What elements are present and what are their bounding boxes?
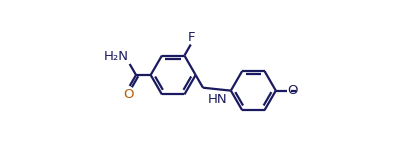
Text: O: O [123,88,133,101]
Text: O: O [287,84,298,97]
Text: HN: HN [207,93,227,106]
Text: H₂N: H₂N [104,50,129,63]
Text: F: F [188,31,195,44]
